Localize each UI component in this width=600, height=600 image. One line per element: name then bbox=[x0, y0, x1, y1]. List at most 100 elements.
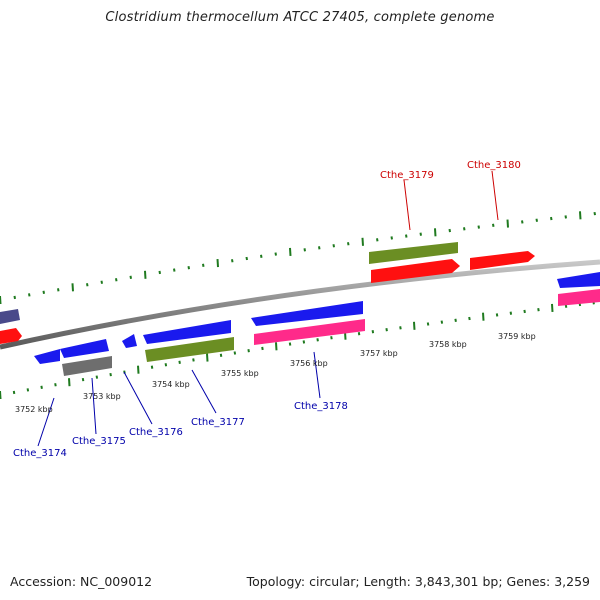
lower-minor-tick bbox=[219, 353, 223, 357]
gene-blue-cthe-3178[interactable] bbox=[251, 301, 363, 326]
leader-line-cthe-3178 bbox=[313, 351, 321, 399]
upper-major-tick bbox=[434, 228, 437, 237]
lower-minor-tick bbox=[330, 336, 333, 340]
lower-minor-tick bbox=[164, 363, 168, 367]
upper-minor-tick bbox=[303, 248, 306, 252]
scale-label-3759: 3759 kbp bbox=[498, 332, 536, 341]
lower-minor-tick bbox=[357, 332, 361, 336]
gene-blue-cthe-3175[interactable] bbox=[60, 339, 109, 358]
upper-minor-tick bbox=[57, 288, 60, 292]
lower-minor-tick bbox=[178, 360, 181, 365]
gene-label-cthe-3180[interactable]: Cthe_3180 bbox=[467, 160, 521, 171]
upper-minor-tick bbox=[13, 295, 16, 300]
upper-major-tick bbox=[144, 270, 147, 279]
gene-magenta-partial-right[interactable] bbox=[558, 289, 600, 306]
scale-label-3756: 3756 kbp bbox=[290, 359, 328, 368]
gene-label-cthe-3178[interactable]: Cthe_3178 bbox=[294, 401, 348, 412]
gene-slate-partial[interactable] bbox=[0, 309, 20, 324]
upper-minor-tick bbox=[332, 244, 335, 248]
leader-line-cthe-3180 bbox=[491, 170, 499, 221]
upper-minor-tick bbox=[318, 246, 321, 250]
upper-major-tick bbox=[579, 211, 582, 220]
upper-minor-tick bbox=[521, 220, 524, 224]
upper-minor-tick bbox=[28, 293, 31, 297]
leader-line-cthe-3174 bbox=[37, 397, 55, 447]
gene-label-cthe-3179[interactable]: Cthe_3179 bbox=[380, 170, 434, 181]
map-title: Clostridium thermocellum ATCC 27405, com… bbox=[105, 10, 495, 25]
lower-minor-tick bbox=[12, 390, 16, 395]
gene-blue-partial-right[interactable] bbox=[557, 272, 600, 288]
genome-backbone bbox=[0, 259, 600, 350]
upper-minor-tick bbox=[129, 275, 132, 279]
lower-minor-tick bbox=[150, 365, 154, 369]
leader-line-cthe-3177 bbox=[191, 369, 217, 414]
accession-text: Accession: NC_009012 bbox=[10, 574, 153, 589]
gene-blue-small-1[interactable] bbox=[34, 349, 60, 364]
lower-minor-tick bbox=[81, 377, 85, 382]
gene-magenta-cthe-3178[interactable] bbox=[254, 319, 365, 345]
lower-minor-tick bbox=[385, 328, 388, 332]
leader-line-cthe-3176 bbox=[123, 371, 153, 425]
gene-label-cthe-3175[interactable]: Cthe_3175 bbox=[72, 436, 126, 447]
upper-minor-tick bbox=[260, 254, 263, 258]
scale-label-3753: 3753 kbp bbox=[83, 392, 121, 401]
scale-label-3757: 3757 kbp bbox=[360, 349, 398, 358]
lower-minor-tick bbox=[95, 375, 99, 379]
gene-label-cthe-3176[interactable]: Cthe_3176 bbox=[129, 427, 183, 438]
lower-major-tick bbox=[551, 303, 554, 313]
upper-minor-tick bbox=[376, 238, 379, 242]
lower-major-tick bbox=[413, 321, 416, 330]
gene-cthe-3179-red[interactable] bbox=[371, 259, 460, 283]
gene-label-cthe-3174[interactable]: Cthe_3174 bbox=[13, 448, 67, 459]
upper-minor-tick bbox=[448, 228, 451, 233]
gene-red-partial-left[interactable] bbox=[0, 328, 22, 344]
lower-major-tick bbox=[68, 378, 71, 387]
lower-minor-tick bbox=[316, 338, 319, 342]
upper-minor-tick bbox=[115, 278, 118, 282]
upper-minor-tick bbox=[419, 232, 422, 236]
upper-minor-tick bbox=[492, 223, 495, 227]
upper-major-tick bbox=[361, 237, 364, 246]
upper-minor-tick bbox=[158, 270, 161, 275]
gene-olive-cthe-3177[interactable] bbox=[145, 337, 234, 362]
lower-minor-tick bbox=[247, 349, 250, 353]
upper-minor-tick bbox=[187, 265, 190, 270]
upper-minor-tick bbox=[274, 252, 277, 256]
lower-major-tick bbox=[206, 353, 209, 362]
upper-minor-tick bbox=[100, 280, 103, 284]
gene-cthe-3180-red[interactable] bbox=[470, 251, 535, 270]
scale-labels: 3752 kbp 3753 kbp 3754 kbp 3755 kbp 3756… bbox=[15, 332, 536, 414]
gene-blue-cthe-3176[interactable] bbox=[143, 320, 231, 344]
gene-cthe-3179-olive[interactable] bbox=[369, 242, 458, 264]
lower-major-tick bbox=[0, 390, 2, 400]
upper-major-tick bbox=[506, 219, 509, 228]
lower-minor-tick bbox=[495, 313, 499, 317]
upper-minor-tick bbox=[173, 268, 176, 272]
lower-minor-tick bbox=[509, 311, 513, 315]
lower-tick-row bbox=[0, 301, 595, 400]
upper-minor-tick bbox=[245, 256, 248, 261]
lower-minor-tick bbox=[54, 383, 57, 387]
upper-minor-tick bbox=[42, 290, 45, 295]
gene-gray-cthe-3175[interactable] bbox=[62, 356, 112, 376]
lower-minor-tick bbox=[440, 320, 444, 324]
gene-blue-small-2[interactable] bbox=[122, 334, 137, 348]
lower-minor-tick bbox=[288, 342, 292, 346]
gene-labels: Cthe_3174 Cthe_3175 Cthe_3176 Cthe_3177 … bbox=[13, 160, 521, 459]
scale-label-3752: 3752 kbp bbox=[15, 405, 53, 414]
upper-minor-tick bbox=[231, 259, 234, 263]
upper-major-tick bbox=[71, 283, 74, 292]
lower-minor-tick bbox=[537, 308, 540, 312]
upper-minor-tick bbox=[535, 218, 538, 222]
genome-summary-text: Topology: circular; Length: 3,843,301 bp… bbox=[246, 574, 590, 589]
leader-line-cthe-3179 bbox=[403, 179, 411, 231]
upper-minor-tick bbox=[347, 242, 350, 246]
lower-minor-tick bbox=[523, 309, 526, 314]
upper-major-tick bbox=[216, 258, 219, 268]
gene-label-cthe-3177[interactable]: Cthe_3177 bbox=[191, 417, 245, 428]
lower-major-tick bbox=[482, 312, 485, 321]
lower-major-tick bbox=[275, 342, 278, 351]
upper-minor-tick bbox=[390, 236, 393, 240]
lower-minor-tick bbox=[454, 318, 457, 322]
